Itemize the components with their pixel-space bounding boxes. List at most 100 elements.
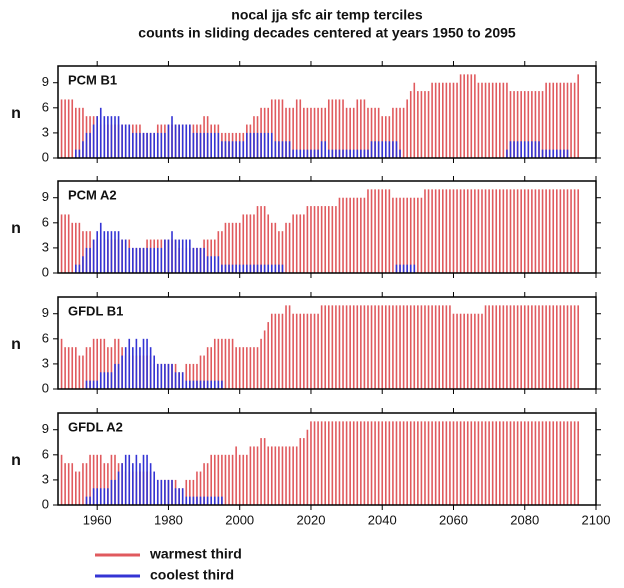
bar xyxy=(160,247,163,273)
bar xyxy=(103,463,106,505)
bar xyxy=(363,197,366,273)
bar xyxy=(192,479,195,505)
bar xyxy=(523,91,526,158)
bar xyxy=(352,107,355,158)
bar xyxy=(149,463,152,505)
bar xyxy=(481,313,483,389)
bar xyxy=(335,305,337,389)
bar xyxy=(206,132,209,158)
y-tick-label: 6 xyxy=(42,330,49,345)
bar xyxy=(92,488,95,505)
bar xyxy=(199,471,202,505)
bar xyxy=(270,313,273,389)
bar xyxy=(356,99,359,158)
bar xyxy=(256,132,259,158)
bar xyxy=(96,231,98,273)
bar xyxy=(185,363,188,389)
bar xyxy=(331,421,334,505)
y-tick-label: 0 xyxy=(42,496,49,511)
bar xyxy=(192,247,195,273)
bar xyxy=(456,82,458,158)
bar xyxy=(270,132,273,158)
bar xyxy=(217,132,220,158)
bar xyxy=(203,247,205,273)
bar xyxy=(224,338,227,389)
bar xyxy=(556,189,558,273)
bar xyxy=(210,496,213,505)
bar xyxy=(506,82,508,158)
bar xyxy=(534,141,537,158)
bar xyxy=(160,479,163,505)
bar xyxy=(114,116,116,158)
bar xyxy=(292,107,294,158)
bar xyxy=(117,363,120,389)
bar xyxy=(242,141,245,158)
bar xyxy=(281,231,284,273)
bar xyxy=(327,149,330,158)
bar xyxy=(395,107,398,158)
bar xyxy=(132,247,134,273)
bar xyxy=(221,454,223,505)
bar xyxy=(160,363,163,389)
bar xyxy=(185,380,188,389)
bar xyxy=(235,347,237,389)
bar xyxy=(392,141,394,158)
bar xyxy=(335,99,337,158)
bar xyxy=(534,305,537,389)
legend-label: warmest third xyxy=(149,546,242,562)
bar xyxy=(238,264,241,273)
bar xyxy=(107,347,109,389)
x-tick-label: 2100 xyxy=(582,512,611,527)
bar xyxy=(513,141,515,158)
bar xyxy=(85,463,88,505)
bar xyxy=(64,99,66,158)
bar xyxy=(303,214,305,273)
bar xyxy=(452,82,455,158)
bar xyxy=(281,313,284,389)
bar xyxy=(384,141,387,158)
bar xyxy=(438,421,441,505)
bar xyxy=(349,197,351,273)
bar xyxy=(128,124,131,158)
bar xyxy=(409,264,412,273)
x-tick-label: 2060 xyxy=(439,512,468,527)
bar xyxy=(349,107,351,158)
bar xyxy=(67,214,70,273)
bar xyxy=(445,305,448,389)
bar xyxy=(520,141,522,158)
bar xyxy=(570,421,572,505)
bar xyxy=(552,189,555,273)
y-tick-label: 9 xyxy=(42,189,49,204)
bar xyxy=(189,124,191,158)
bar xyxy=(388,116,391,158)
bar xyxy=(67,347,70,389)
bar xyxy=(178,372,180,389)
bar xyxy=(516,189,519,273)
bar xyxy=(299,99,302,158)
bar xyxy=(406,99,408,158)
bar xyxy=(67,463,70,505)
bar xyxy=(82,256,84,273)
bar xyxy=(538,91,540,158)
bar xyxy=(267,446,270,505)
bar xyxy=(495,305,498,389)
bar xyxy=(317,149,319,158)
bar xyxy=(238,347,241,389)
bar xyxy=(370,421,373,505)
bar xyxy=(548,82,551,158)
bar xyxy=(164,479,166,505)
bar xyxy=(274,99,277,158)
bar xyxy=(292,149,294,158)
bar xyxy=(481,82,483,158)
bar xyxy=(89,496,91,505)
bar xyxy=(459,189,462,273)
bar xyxy=(135,338,138,389)
bar xyxy=(377,305,380,389)
bar xyxy=(295,149,298,158)
bar xyxy=(495,421,498,505)
bar xyxy=(552,305,555,389)
bar xyxy=(292,313,294,389)
bar xyxy=(424,305,426,389)
bar xyxy=(281,264,284,273)
bar xyxy=(146,132,148,158)
